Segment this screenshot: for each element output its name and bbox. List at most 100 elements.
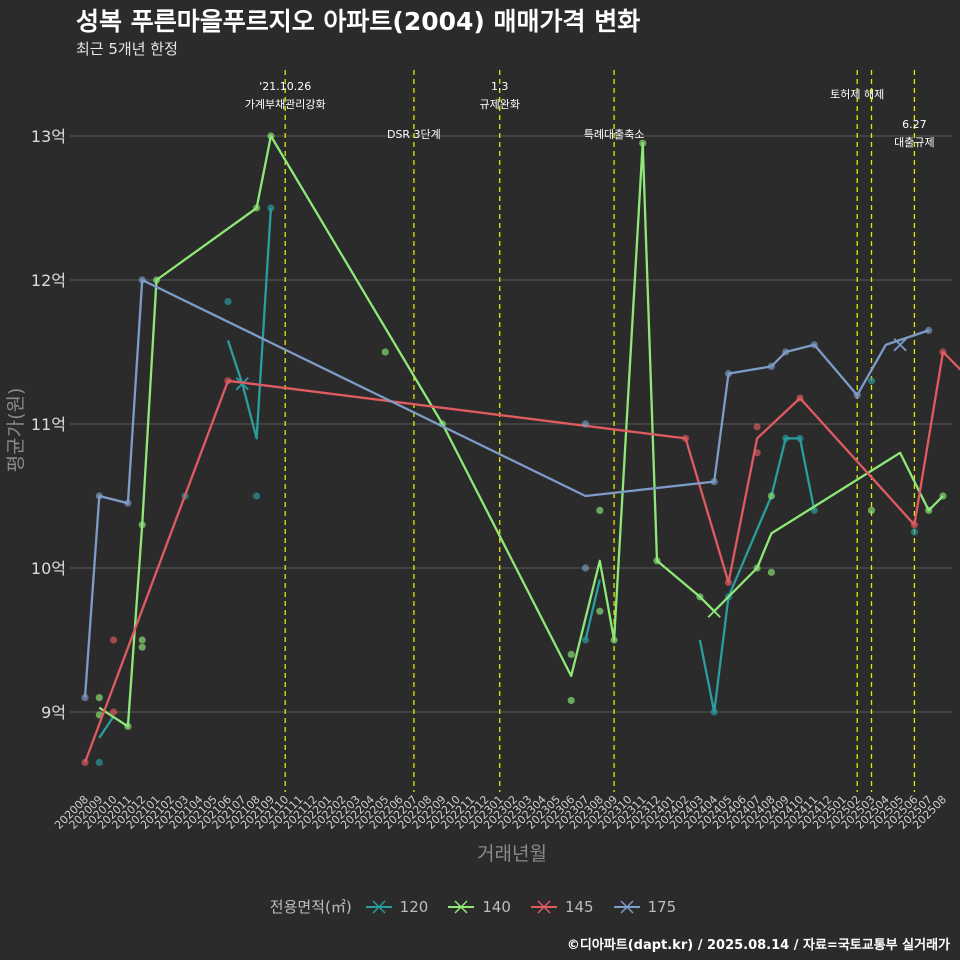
data-point-145 [81,758,89,767]
event-label: '21.10.26 [259,80,311,93]
data-point-145 [724,578,733,587]
data-point-120 [581,636,590,644]
data-point-175 [724,370,733,378]
legend: 전용면적(㎡) 120 140 145 175 [0,896,960,917]
data-point-145 [910,521,919,529]
data-point-140 [939,492,947,500]
data-point-120 [253,492,261,500]
data-point-120 [796,434,804,442]
series-line-145 [83,350,960,763]
x-axis-label: 거래년월 [477,843,547,865]
data-point-140 [152,276,161,284]
data-point-145 [110,708,118,716]
data-point-145 [224,377,232,385]
event-label: 특례대출축소 [584,128,645,141]
data-point-120 [95,758,103,767]
data-point-140 [567,650,575,659]
data-point-175 [853,391,861,399]
legend-key-icon [448,899,475,914]
event-label: 1.3 [491,80,509,93]
event-label: 대출규제 [894,136,934,149]
event-label: 토허제 해제 [830,87,884,101]
data-point-175 [710,478,718,486]
data-point-140 [596,607,604,615]
axis-layer: 9억10억11억12억13억20200820200920201020201120… [31,127,949,832]
data-point-140 [381,348,389,356]
data-point-140 [610,636,618,644]
y-tick-label: 12억 [31,271,66,290]
legend-key-icon [365,899,392,914]
data-point-140 [596,506,604,514]
y-axis-label: 평균가(원) [5,388,27,473]
data-point-140 [138,636,146,644]
event-label: 규제완화 [479,98,519,111]
data-point-140 [253,204,261,212]
event-label: 가계부채관리강화 [245,98,326,111]
y-tick-label: 10억 [31,559,66,578]
data-point-145 [939,348,947,356]
data-point-145 [796,394,804,402]
data-point-175 [81,694,89,702]
data-point-140 [767,492,776,500]
chart-title: 성복 푸른마을푸르지오 아파트(2004) 매매가격 변화 [76,7,641,36]
series-line-120 [584,579,601,641]
event-label: DSR 3단계 [387,128,441,141]
series-line-120 [226,207,273,440]
legend-item-175: 175 [612,897,677,916]
event-label: 6.27 [902,118,927,131]
data-point-140 [925,506,933,514]
series-layer [81,132,960,767]
data-point-175 [581,564,590,572]
cross-marker-175 [893,338,907,352]
chart-subtitle: 최근 5개년 한정 [76,40,178,58]
data-point-120 [267,204,275,212]
data-point-145 [753,449,761,457]
data-point-120 [782,434,790,442]
data-point-175 [767,362,776,370]
data-point-175 [138,276,146,284]
grid-layer [70,135,952,713]
data-point-175 [124,499,132,507]
data-point-120 [710,708,718,716]
data-point-140 [696,593,704,601]
data-point-145 [110,636,118,644]
data-point-140 [138,643,146,651]
legend-item-120: 120 [364,897,429,916]
data-point-140 [639,139,647,147]
legend-key-icon [613,899,640,914]
legend-label: 145 [564,897,594,916]
cross-marker-140 [707,604,721,618]
series-line-175 [83,278,930,698]
data-point-140 [753,564,761,572]
source-caption: ©디아파트(dapt.kr) / 2025.08.14 / 자료=국토교통부 실… [566,938,950,953]
data-point-140 [267,132,275,140]
legend-item-145: 145 [529,898,594,916]
data-point-140 [124,722,132,731]
data-point-175 [782,348,790,356]
data-point-175 [581,420,590,428]
legend-label: 175 [647,897,677,916]
data-point-175 [925,326,933,334]
data-point-140 [867,506,876,514]
data-point-140 [767,568,776,576]
legend-item-140: 140 [446,898,511,916]
series-line-140 [98,134,944,728]
data-point-140 [95,694,103,702]
data-point-140 [567,696,575,705]
legend-key-icon [530,899,557,914]
y-tick-label: 9억 [41,703,66,722]
data-point-175 [810,341,818,349]
data-point-140 [653,557,661,565]
data-point-120 [910,528,919,536]
data-point-175 [95,492,103,500]
legend-label: 140 [482,897,511,916]
series-line-120 [98,715,115,739]
data-point-145 [753,423,761,431]
data-point-140 [138,521,146,529]
legend-label: 120 [399,897,429,916]
y-tick-label: 11억 [31,415,66,434]
data-point-120 [224,298,232,306]
y-tick-label: 13억 [31,127,66,146]
